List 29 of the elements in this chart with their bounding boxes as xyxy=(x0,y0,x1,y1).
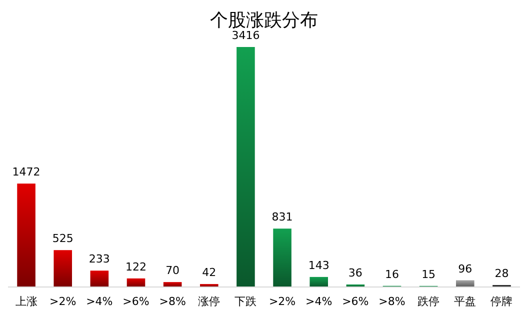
x-tick-label: >8% xyxy=(378,295,406,308)
data-label: 3416 xyxy=(232,29,260,42)
data-label: 525 xyxy=(52,232,74,246)
data-label: 16 xyxy=(385,268,399,281)
data-label: 143 xyxy=(308,258,330,272)
x-tick-label: 下跌 xyxy=(234,295,257,308)
data-label: 15 xyxy=(422,268,436,281)
x-tick-label: >2% xyxy=(50,295,76,308)
data-label: 28 xyxy=(494,267,509,280)
data-label: 96 xyxy=(458,262,472,276)
x-tick-label: >2% xyxy=(268,295,296,308)
data-label: 70 xyxy=(166,264,180,278)
x-tick-label: 平盘 xyxy=(454,295,476,308)
x-tick-label: >8% xyxy=(159,295,186,308)
data-label: 42 xyxy=(202,266,216,280)
x-tick-label: 涨停 xyxy=(198,295,220,308)
x-tick-label: 停牌 xyxy=(490,295,513,308)
x-tick-label: >4% xyxy=(306,295,332,308)
data-label: 1472 xyxy=(12,166,40,179)
x-tick-label: 上涨 xyxy=(15,295,38,308)
x-tick-label: >6% xyxy=(342,295,369,308)
x-tick-label: 跌停 xyxy=(418,295,440,308)
x-tick-label: >6% xyxy=(122,295,150,308)
data-label: 122 xyxy=(126,260,146,274)
x-tick-label: >4% xyxy=(86,295,113,308)
data-label: 233 xyxy=(88,252,110,266)
chart-title: 个股涨跌分布 xyxy=(210,10,318,31)
data-label: 831 xyxy=(272,210,293,224)
data-label: 36 xyxy=(348,266,362,280)
